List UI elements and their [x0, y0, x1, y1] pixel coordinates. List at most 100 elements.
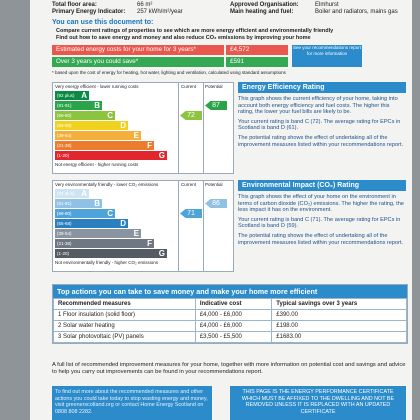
table-row: 2 Solar water heating £4,000 - £6,000 £198…	[53, 320, 407, 332]
rating-title: Environmental Impact (CO₂) Rating	[238, 180, 406, 191]
rating-band: (55-68) D	[55, 121, 128, 130]
band-letter: A	[81, 189, 87, 198]
col-potential: Potential	[205, 182, 223, 187]
band-range: (21-38)	[57, 143, 72, 148]
document: Total floor area: 66 m² Primary Energy Ind…	[30, 0, 412, 420]
use-item: Compare current ratings of properties to…	[56, 28, 334, 34]
rating-arrow: 71	[180, 209, 202, 218]
table-cell: £4,000 - £6,000	[194, 309, 273, 321]
rating-paragraph: This graph shows the effect of your home…	[238, 194, 404, 214]
rating-chart: Very energy efficient - lower running co…	[52, 82, 234, 174]
rating-title: Energy Efficiency Rating	[238, 82, 406, 93]
table-row: 3 Solar photovoltaic (PV) panels £3,500 -…	[53, 331, 407, 343]
chart-top: Very energy efficient - lower running co…	[55, 84, 139, 89]
cost-note: See your recommendations report for more…	[292, 45, 362, 67]
band-letter: D	[120, 219, 126, 228]
table-header: Recommended measures	[53, 298, 196, 310]
use-title: You can use this document to:	[52, 19, 154, 26]
band-letter: E	[133, 131, 139, 140]
header-label: Approved Organisation:	[230, 2, 299, 8]
table-cell: £198.00	[271, 320, 407, 332]
band-letter: D	[120, 121, 126, 130]
rating-band: (69-80) C	[55, 111, 115, 120]
header-value: Elmhurst	[315, 2, 339, 8]
band-range: (81-91)	[57, 201, 72, 206]
rating-paragraph: Your current rating is band C (72). The …	[238, 118, 401, 132]
table-cell: 1 Floor insulation (solid floor)	[53, 309, 196, 321]
band-letter: E	[133, 229, 139, 238]
rating-text: Energy Efficiency Rating This graph shows…	[238, 82, 406, 151]
band-letter: G	[158, 151, 165, 160]
rating-chart: Very environmentally friendly - lower CO…	[52, 180, 234, 272]
chart-bottom: Not environmentally friendly - higher CO…	[55, 260, 159, 265]
col-divider	[203, 181, 204, 271]
col-current: Current	[181, 182, 197, 187]
header-label: Primary Energy Indicator:	[52, 9, 126, 15]
band-range: (81-91)	[57, 103, 72, 108]
col-current: Current	[181, 84, 197, 89]
band-letter: C	[107, 209, 113, 218]
rating-band: (81-91) B	[55, 101, 102, 110]
header-value: Boiler and radiators, mains gas	[315, 9, 398, 15]
band-range: (39-54)	[57, 133, 72, 138]
band-letter: F	[147, 141, 152, 150]
notice-box: THIS PAGE IS THE ENERGY PERFORMANCE CERT…	[230, 386, 406, 420]
rating-arrow: 87	[205, 101, 227, 110]
band-range: (55-68)	[57, 221, 72, 226]
rating-paragraph: The potential rating shows the effect of…	[238, 232, 404, 246]
band-range: (1-20)	[57, 153, 70, 158]
actions-table: Recommended measures Indicative cost Typic…	[53, 298, 407, 343]
use-item: Find out how to save energy and money an…	[56, 35, 311, 41]
rating-band: (55-68) D	[55, 219, 128, 228]
col-potential: Potential	[205, 84, 223, 89]
col-divider	[178, 181, 179, 271]
chart-bottom: Not energy efficient - higher running co…	[55, 162, 139, 167]
table-cell: 2 Solar water heating	[53, 320, 196, 332]
band-letter: B	[94, 199, 100, 208]
rating-band: (21-38) F	[55, 239, 154, 248]
table-row: 1 Floor insulation (solid floor) £4,000 -…	[53, 309, 407, 321]
chart-top: Very environmentally friendly - lower CO…	[55, 182, 159, 187]
band-range: (39-54)	[57, 231, 72, 236]
cost-label: Over 3 years you could save*	[52, 57, 224, 67]
advice-box: To find out more about the recommended m…	[52, 386, 212, 420]
rating-band: (92 plus) A	[55, 91, 89, 100]
band-range: (55-68)	[57, 123, 72, 128]
table-cell: £4,000 - £6,000	[194, 320, 273, 332]
cost-value: £4,572	[226, 45, 288, 55]
table-header: Typical savings over 3 years	[271, 298, 407, 310]
rating-band: (39-54) E	[55, 131, 141, 140]
rating-band: (1-20) G	[55, 249, 167, 258]
rating-band: (21-38) F	[55, 141, 154, 150]
rating-paragraph: Your current rating is band C (71). The …	[238, 216, 401, 230]
rating-band: (1-20) G	[55, 151, 167, 160]
rating-band: (69-80) C	[55, 209, 115, 218]
table-cell: £390.00	[271, 309, 407, 321]
band-range: (69-80)	[57, 113, 72, 118]
rating-band: (92 plus) A	[55, 189, 89, 198]
col-divider	[178, 83, 179, 173]
band-letter: G	[158, 249, 165, 258]
rating-arrow: 72	[180, 111, 202, 120]
band-range: (92 plus)	[57, 93, 75, 98]
cost-footnote: * based upon the cost of energy for heat…	[52, 70, 286, 75]
band-letter: F	[147, 239, 152, 248]
band-letter: C	[107, 111, 113, 120]
cost-value: £591	[226, 57, 288, 67]
band-range: (92 plus)	[57, 191, 75, 196]
band-letter: A	[81, 91, 87, 100]
band-range: (69-80)	[57, 211, 72, 216]
table-cell: £3,500 - £5,500	[194, 331, 273, 343]
rating-band: (81-91) B	[55, 199, 102, 208]
band-letter: B	[94, 101, 100, 110]
band-range: (21-38)	[57, 241, 72, 246]
header-value: 66 m²	[137, 2, 153, 8]
rating-paragraph: This graph shows the current efficiency …	[238, 96, 398, 116]
cost-label: Estimated energy costs for your home for…	[52, 45, 224, 55]
actions-title: Top actions you can take to save money a…	[53, 285, 407, 298]
header-label: Main heating and fuel:	[230, 9, 294, 15]
band-range: (1-20)	[57, 251, 70, 256]
footer-text: A full list of recommended improvement m…	[52, 362, 406, 375]
actions: Top actions you can take to save money a…	[52, 284, 408, 344]
